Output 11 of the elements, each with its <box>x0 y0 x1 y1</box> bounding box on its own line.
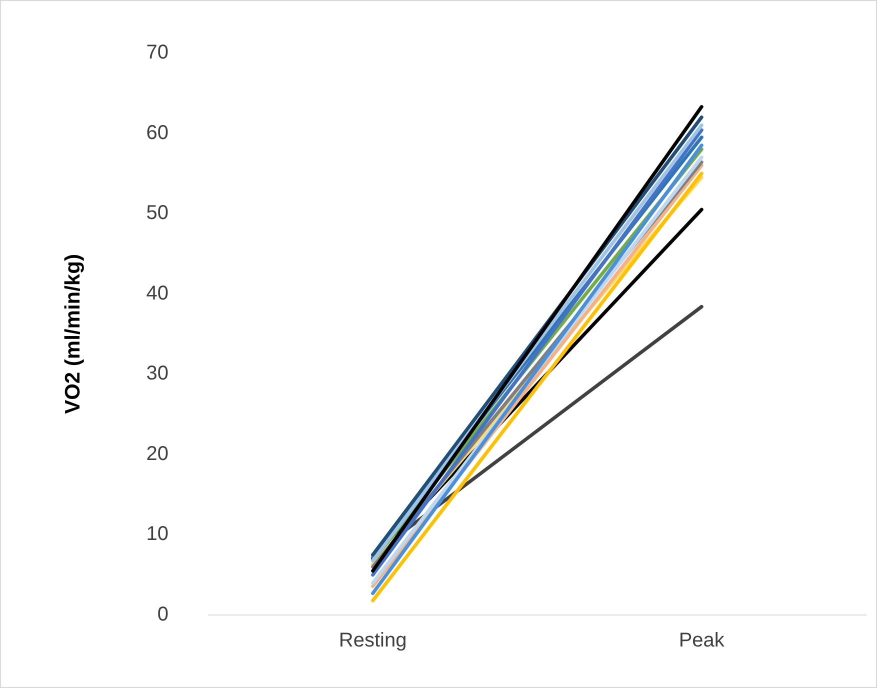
y-axis-title: VO2 (ml/min/kg) <box>61 254 84 414</box>
y-tick-label: 10 <box>146 523 168 546</box>
y-tick-label: 40 <box>146 282 168 304</box>
y-tick-label: 30 <box>146 362 168 385</box>
y-tick-label: 20 <box>146 442 168 465</box>
y-tick-label: 70 <box>146 42 168 64</box>
y-tick-label: 50 <box>146 202 168 224</box>
x-tick-label: Resting <box>338 630 407 652</box>
x-tick-label: Peak <box>678 630 726 652</box>
y-tick-label: 60 <box>146 122 168 144</box>
y-tick-label: 0 <box>157 604 168 626</box>
